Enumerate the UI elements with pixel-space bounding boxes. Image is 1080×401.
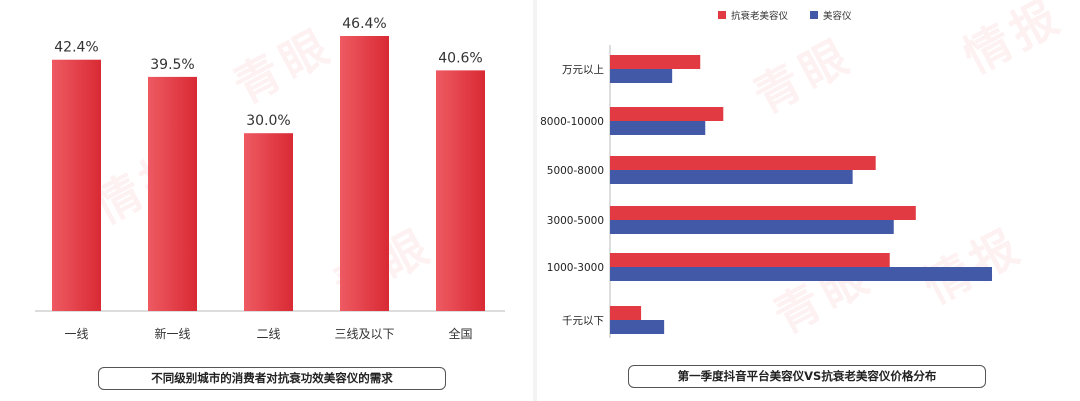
data-label: 42.4%: [54, 40, 98, 56]
bar: [610, 320, 665, 334]
right-bar-chart: 抗衰老美容仪 美容仪 万元以上 8000-10000 5000-8000 3000-50…: [540, 10, 992, 338]
bar: [610, 206, 916, 220]
legend-swatch: [718, 11, 726, 19]
bar: [436, 70, 485, 311]
bar: [610, 220, 894, 234]
left-bar-chart: 42.4% 一线 39.5% 新一线 30.0% 二线 46.4% 三线及以下 40.6% 全国: [35, 16, 505, 341]
bar: [610, 107, 724, 121]
legend-label: 抗衰老美容仪: [731, 10, 789, 22]
bar: [610, 267, 992, 281]
bar: [148, 76, 197, 311]
bar: [610, 69, 673, 83]
legend-swatch: [810, 11, 818, 19]
category-label: 新一线: [154, 326, 190, 341]
data-label: 30.0%: [246, 113, 290, 129]
category-label: 千元以下: [562, 315, 604, 327]
category-label: 3000-5000: [547, 215, 604, 227]
bar: [340, 36, 389, 311]
data-label: 40.6%: [438, 50, 482, 66]
bar: [610, 55, 701, 69]
category-label: 全国: [448, 326, 472, 341]
bar: [610, 253, 890, 267]
category-label: 万元以上: [562, 64, 604, 76]
data-label: 46.4%: [342, 16, 386, 32]
panel-divider: [533, 0, 537, 401]
category-label: 1000-3000: [547, 262, 604, 274]
category-label: 二线: [256, 327, 280, 341]
category-label: 8000-10000: [540, 116, 604, 128]
data-label: 39.5%: [150, 57, 194, 73]
bar: [610, 170, 853, 184]
bar: [244, 133, 293, 311]
category-label: 三线及以下: [334, 327, 394, 341]
left-chart-title: 不同级别城市的消费者对抗衰功效美容仪的需求: [98, 367, 446, 390]
legend-label: 美容仪: [823, 10, 852, 22]
right-chart-title: 第一季度抖音平台美容仪VS抗衰老美容仪价格分布: [628, 365, 986, 388]
left-chart-panel: 青眼 情报 青眼 42.4%一线39.5%新一线30.0%二线46.4%三线及以…: [0, 0, 530, 401]
bar: [610, 306, 642, 320]
category-label: 5000-8000: [547, 165, 604, 177]
bar: [610, 156, 876, 170]
category-label: 一线: [64, 327, 88, 341]
right-chart-panel: 青眼 情报 青眼 情报 抗衰老美容仪 美容仪 万元以上 8000-10000 5000…: [540, 0, 1080, 401]
bar: [52, 59, 101, 312]
bar: [610, 121, 706, 135]
